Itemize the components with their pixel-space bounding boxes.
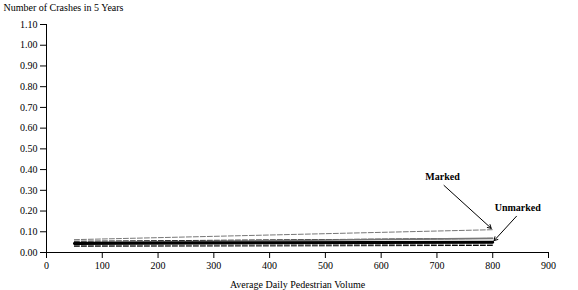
svg-text:0.00: 0.00 [20,247,38,258]
svg-text:0.20: 0.20 [20,205,38,216]
svg-text:100: 100 [95,260,110,271]
svg-text:0.10: 0.10 [20,226,38,237]
svg-text:Marked: Marked [425,171,460,182]
svg-text:Unmarked: Unmarked [495,202,542,213]
svg-text:0.80: 0.80 [20,81,38,92]
svg-text:0.50: 0.50 [20,143,38,154]
svg-text:0: 0 [44,260,49,271]
svg-text:900: 900 [541,260,556,271]
svg-text:200: 200 [151,260,166,271]
svg-text:Number of Crashes in 5 Years: Number of Crashes in 5 Years [4,2,124,13]
svg-text:0.30: 0.30 [20,185,38,196]
svg-text:500: 500 [318,260,333,271]
svg-text:0.60: 0.60 [20,122,38,133]
svg-text:1.10: 1.10 [20,19,38,30]
svg-text:0.40: 0.40 [20,164,38,175]
svg-text:800: 800 [485,260,500,271]
svg-text:Average Daily Pedestrian Volum: Average Daily Pedestrian Volume [230,279,366,290]
svg-text:400: 400 [262,260,277,271]
svg-text:600: 600 [374,260,389,271]
svg-text:0.90: 0.90 [20,60,38,71]
svg-text:700: 700 [429,260,444,271]
svg-text:300: 300 [206,260,221,271]
svg-text:0.70: 0.70 [20,102,38,113]
svg-text:1.00: 1.00 [20,39,38,50]
